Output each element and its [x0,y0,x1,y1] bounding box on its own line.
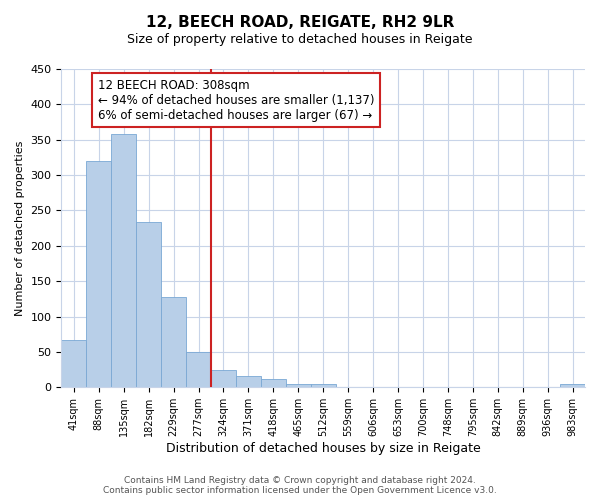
Bar [560,384,585,387]
Bar [61,340,86,387]
Bar [286,384,311,387]
Text: Size of property relative to detached houses in Reigate: Size of property relative to detached ho… [127,32,473,46]
Text: Contains HM Land Registry data © Crown copyright and database right 2024.
Contai: Contains HM Land Registry data © Crown c… [103,476,497,495]
Bar [86,161,111,387]
Bar [136,222,161,387]
Bar [335,386,361,387]
Bar [311,384,335,387]
X-axis label: Distribution of detached houses by size in Reigate: Distribution of detached houses by size … [166,442,481,455]
Bar [436,386,460,387]
Bar [186,352,211,387]
Bar [211,370,236,387]
Bar [510,386,535,387]
Text: 12, BEECH ROAD, REIGATE, RH2 9LR: 12, BEECH ROAD, REIGATE, RH2 9LR [146,15,454,30]
Bar [261,378,286,387]
Bar [236,376,261,387]
Bar [161,298,186,387]
Text: 12 BEECH ROAD: 308sqm
← 94% of detached houses are smaller (1,137)
6% of semi-de: 12 BEECH ROAD: 308sqm ← 94% of detached … [98,78,374,122]
Bar [111,134,136,387]
Y-axis label: Number of detached properties: Number of detached properties [15,140,25,316]
